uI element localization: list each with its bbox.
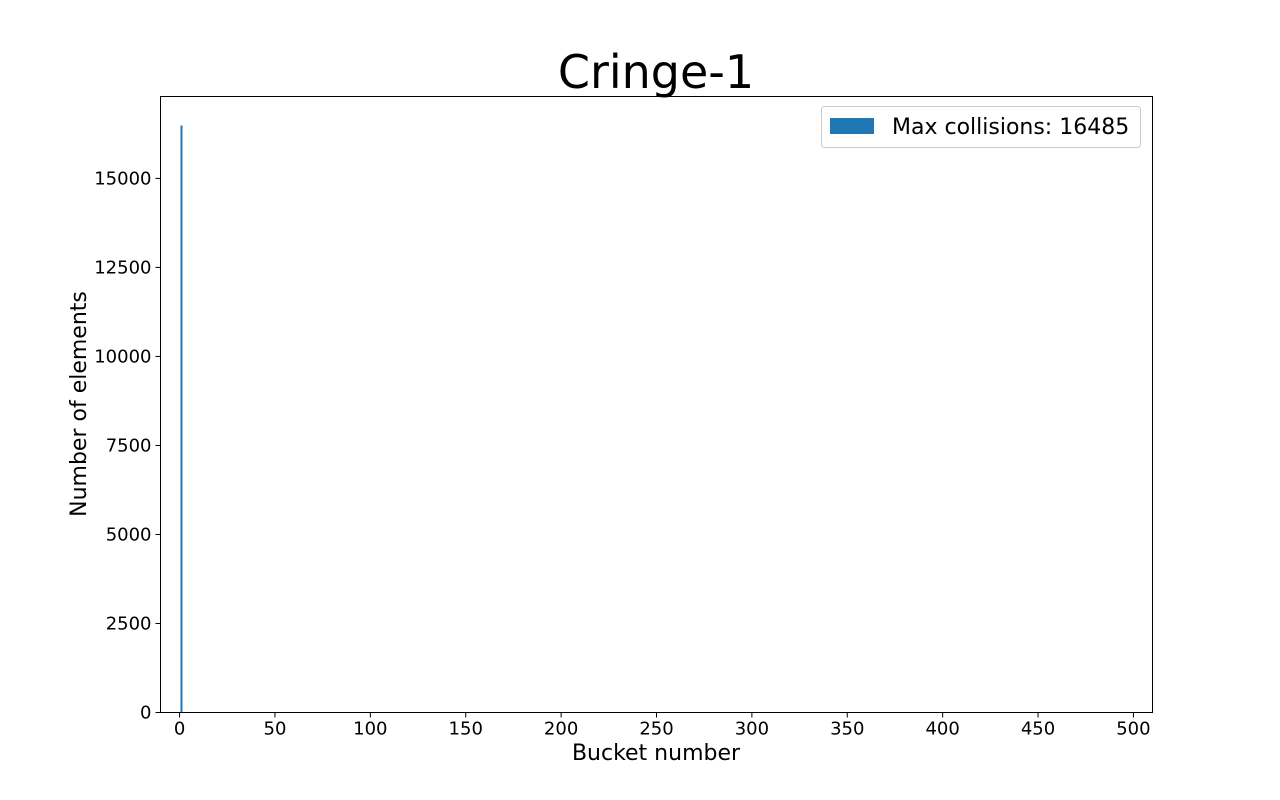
y-tick-label: 10000 (94, 346, 151, 367)
x-tick-label: 450 (1021, 719, 1055, 740)
y-tick-label: 15000 (94, 168, 151, 189)
y-tick-label: 7500 (106, 435, 152, 456)
x-axis-ticks: 0 50 100 150 200 250 300 350 400 450 500 (174, 712, 1151, 740)
y-tick-label: 0 (140, 703, 151, 724)
x-tick-label: 150 (449, 719, 483, 740)
y-tick-label: 2500 (106, 613, 152, 634)
legend-entry-label: Max collisions: 16485 (892, 115, 1129, 140)
legend: Max collisions: 16485 (821, 106, 1141, 148)
plot-frame (160, 96, 1153, 713)
y-axis-label: Number of elements (67, 291, 92, 517)
bars-group (180, 125, 183, 713)
x-tick-label: 500 (1116, 719, 1150, 740)
bar-bucket-1 (180, 125, 183, 713)
y-tick-label: 12500 (94, 257, 151, 278)
x-tick-label: 250 (639, 719, 673, 740)
plot-area: 0 50 100 150 200 250 300 350 400 450 500 0 2500 5000… (94, 96, 1153, 740)
x-tick-label: 300 (735, 719, 769, 740)
y-tick-label: 5000 (106, 524, 152, 545)
legend-box (821, 106, 1141, 148)
x-tick-label: 350 (830, 719, 864, 740)
chart-title: Cringe-1 (558, 45, 754, 99)
y-axis-ticks: 0 2500 5000 7500 10000 12500 15000 (94, 168, 161, 724)
x-tick-label: 400 (925, 719, 959, 740)
x-tick-label: 100 (353, 719, 387, 740)
x-axis-label: Bucket number (572, 741, 741, 766)
x-tick-label: 200 (544, 719, 578, 740)
legend-swatch (830, 118, 874, 134)
x-tick-label: 0 (174, 719, 185, 740)
x-tick-label: 50 (264, 719, 287, 740)
